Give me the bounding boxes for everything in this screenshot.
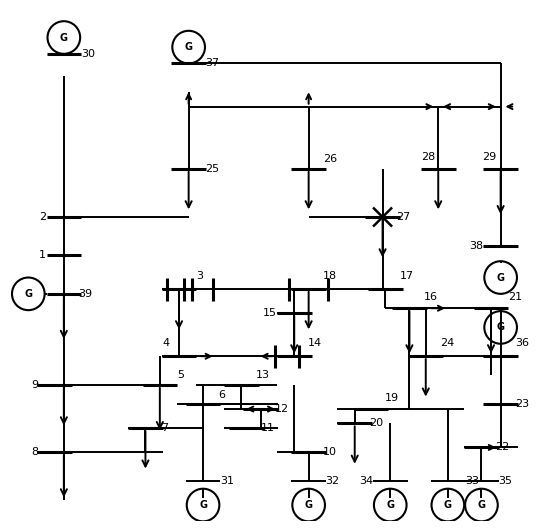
Text: G: G bbox=[24, 289, 33, 299]
Text: G: G bbox=[497, 322, 505, 332]
Text: G: G bbox=[60, 32, 68, 43]
Text: G: G bbox=[199, 500, 207, 510]
Text: 30: 30 bbox=[81, 49, 95, 59]
Text: G: G bbox=[444, 500, 452, 510]
Text: G: G bbox=[477, 500, 485, 510]
Text: 19: 19 bbox=[385, 393, 399, 403]
Text: 5: 5 bbox=[177, 370, 184, 380]
Text: 3: 3 bbox=[197, 271, 204, 280]
Text: 15: 15 bbox=[263, 308, 277, 318]
Text: 2: 2 bbox=[39, 212, 46, 222]
Text: 10: 10 bbox=[323, 447, 337, 457]
Text: 25: 25 bbox=[205, 164, 220, 174]
Text: G: G bbox=[305, 500, 312, 510]
Text: 33: 33 bbox=[465, 476, 479, 486]
Text: 21: 21 bbox=[508, 292, 522, 302]
Text: 24: 24 bbox=[440, 338, 454, 348]
Text: 14: 14 bbox=[309, 338, 322, 348]
Text: 13: 13 bbox=[256, 370, 269, 380]
Text: 36: 36 bbox=[515, 338, 529, 348]
Text: 37: 37 bbox=[205, 59, 220, 69]
Text: 27: 27 bbox=[396, 212, 411, 222]
Text: 8: 8 bbox=[31, 447, 39, 457]
Text: 34: 34 bbox=[359, 476, 373, 486]
Text: 6: 6 bbox=[219, 389, 226, 400]
Text: 39: 39 bbox=[78, 289, 92, 299]
Text: 20: 20 bbox=[369, 419, 383, 428]
Text: G: G bbox=[184, 42, 193, 52]
Text: 28: 28 bbox=[422, 152, 436, 162]
Text: 12: 12 bbox=[275, 404, 289, 414]
Text: G: G bbox=[497, 272, 505, 282]
Text: G: G bbox=[386, 500, 394, 510]
Text: 16: 16 bbox=[423, 292, 438, 302]
Text: 29: 29 bbox=[482, 152, 496, 162]
Text: 26: 26 bbox=[323, 154, 337, 164]
Text: 11: 11 bbox=[261, 423, 274, 433]
Text: 17: 17 bbox=[400, 271, 413, 280]
Text: 9: 9 bbox=[31, 380, 39, 390]
Text: 38: 38 bbox=[470, 241, 484, 251]
Text: 18: 18 bbox=[323, 271, 337, 280]
Text: 31: 31 bbox=[220, 476, 234, 486]
Text: 35: 35 bbox=[498, 476, 512, 486]
Text: 23: 23 bbox=[514, 399, 529, 409]
Text: 32: 32 bbox=[326, 476, 339, 486]
Text: 7: 7 bbox=[161, 423, 168, 433]
Text: 1: 1 bbox=[39, 251, 46, 261]
Text: 4: 4 bbox=[162, 338, 169, 348]
Text: 22: 22 bbox=[496, 443, 509, 452]
